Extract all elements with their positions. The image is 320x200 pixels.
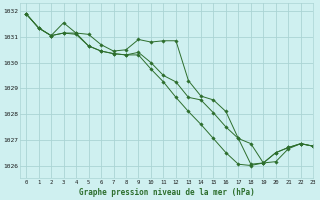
X-axis label: Graphe pression niveau de la mer (hPa): Graphe pression niveau de la mer (hPa): [79, 188, 254, 197]
